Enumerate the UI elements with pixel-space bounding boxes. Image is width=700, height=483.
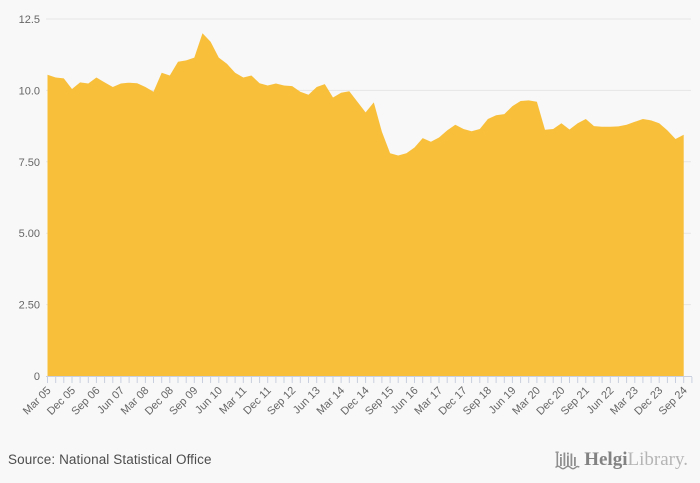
y-axis-label: 12.5 [19, 14, 40, 26]
y-axis-label: 10.0 [19, 85, 40, 97]
footer: Source: National Statistical Office Helg… [0, 440, 700, 483]
library-building-icon [555, 451, 580, 470]
helgi-library-logo[interactable]: HelgiLibrary. [555, 448, 688, 471]
source-label: Source: National Statistical Office [8, 452, 212, 467]
y-axis-label: 2.50 [19, 300, 40, 312]
y-axis-label: 7.50 [19, 157, 40, 169]
area-series [47, 33, 684, 377]
logo-text: HelgiLibrary. [584, 450, 688, 469]
y-axis-label: 5.00 [19, 228, 40, 240]
y-axis-label: 0 [34, 371, 40, 383]
logo-helgi-text: Helgi [584, 449, 628, 470]
area-chart: 0 2.50 5.00 7.50 10.0 12.5 Mar 05 Dec 05 Sep 06 J… [19, 14, 693, 418]
logo-library-text: Library. [627, 449, 689, 470]
